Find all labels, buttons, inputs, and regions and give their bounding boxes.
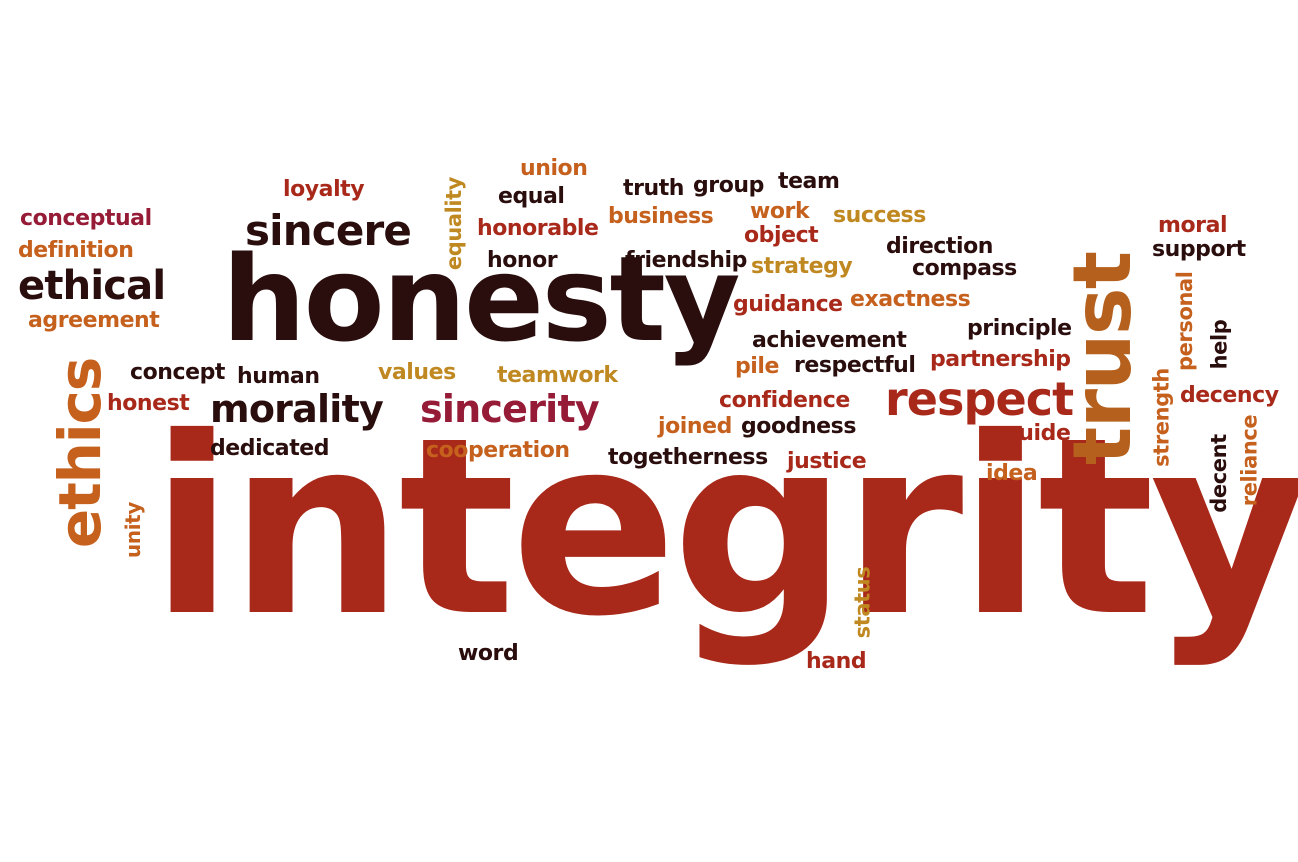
word-joined: joined xyxy=(658,414,732,439)
word-decency: decency xyxy=(1180,383,1279,408)
word-guide: guide xyxy=(1003,421,1071,446)
word-principle: principle xyxy=(967,316,1072,341)
word-trust: trust xyxy=(1056,252,1149,465)
word-moral: moral xyxy=(1158,213,1228,238)
word-sincere: sincere xyxy=(245,206,412,255)
word-concept: concept xyxy=(130,360,225,385)
word-loyalty: loyalty xyxy=(283,177,365,202)
word-dedicated: dedicated xyxy=(210,436,330,461)
word-help: help xyxy=(1207,319,1232,370)
word-idea: idea xyxy=(986,461,1038,486)
word-hand: hand xyxy=(806,649,867,674)
word-honorable: honorable xyxy=(477,216,599,241)
word-group: group xyxy=(693,173,764,198)
word-justice: justice xyxy=(787,449,867,474)
word-word: word xyxy=(458,641,519,666)
word-strength: strength xyxy=(1149,368,1174,467)
word-work: work xyxy=(750,199,810,224)
word-support: support xyxy=(1152,237,1246,262)
word-teamwork: teamwork xyxy=(497,363,618,388)
word-personal: personal xyxy=(1173,271,1197,371)
word-integrity: integrity xyxy=(150,385,1298,670)
word-pile: pile xyxy=(735,354,779,379)
word-confidence: confidence xyxy=(719,388,850,413)
word-morality: morality xyxy=(210,387,384,431)
word-human: human xyxy=(237,364,320,389)
word-equal: equal xyxy=(498,184,565,209)
word-strategy: strategy xyxy=(751,254,853,279)
word-achievement: achievement xyxy=(752,328,907,353)
word-goodness: goodness xyxy=(741,414,856,439)
word-definition: definition xyxy=(18,238,134,263)
word-guidance: guidance xyxy=(733,292,843,317)
word-direction: direction xyxy=(886,234,993,259)
word-cooperation: cooperation xyxy=(426,438,570,463)
word-reliance: reliance xyxy=(1237,414,1262,507)
word-values: values xyxy=(378,360,456,385)
word-respectful: respectful xyxy=(794,353,916,378)
word-status: status xyxy=(850,566,875,639)
word-respect: respect xyxy=(885,372,1074,426)
word-equality: equality xyxy=(442,176,466,271)
word-success: success xyxy=(833,203,926,228)
word-togetherness: togetherness xyxy=(608,445,768,470)
word-honest: honest xyxy=(107,391,190,416)
word-agreement: agreement xyxy=(28,308,160,333)
word-sincerity: sincerity xyxy=(420,387,600,431)
word-unity: unity xyxy=(121,502,145,558)
word-team: team xyxy=(778,169,840,194)
word-honor: honor xyxy=(487,248,558,273)
word-friendship: friendship xyxy=(625,248,747,273)
word-union: union xyxy=(520,156,588,181)
word-conceptual: conceptual xyxy=(20,206,152,231)
word-object: object xyxy=(744,223,819,248)
word-exactness: exactness xyxy=(850,287,971,312)
word-honesty: honesty xyxy=(222,230,741,368)
word-decent: decent xyxy=(1207,434,1231,513)
word-truth: truth xyxy=(623,176,685,201)
word-ethics: ethics xyxy=(46,357,114,549)
word-business: business xyxy=(608,204,714,229)
word-ethical: ethical xyxy=(18,263,166,309)
word-compass: compass xyxy=(912,256,1017,281)
word-partnership: partnership xyxy=(930,347,1071,372)
